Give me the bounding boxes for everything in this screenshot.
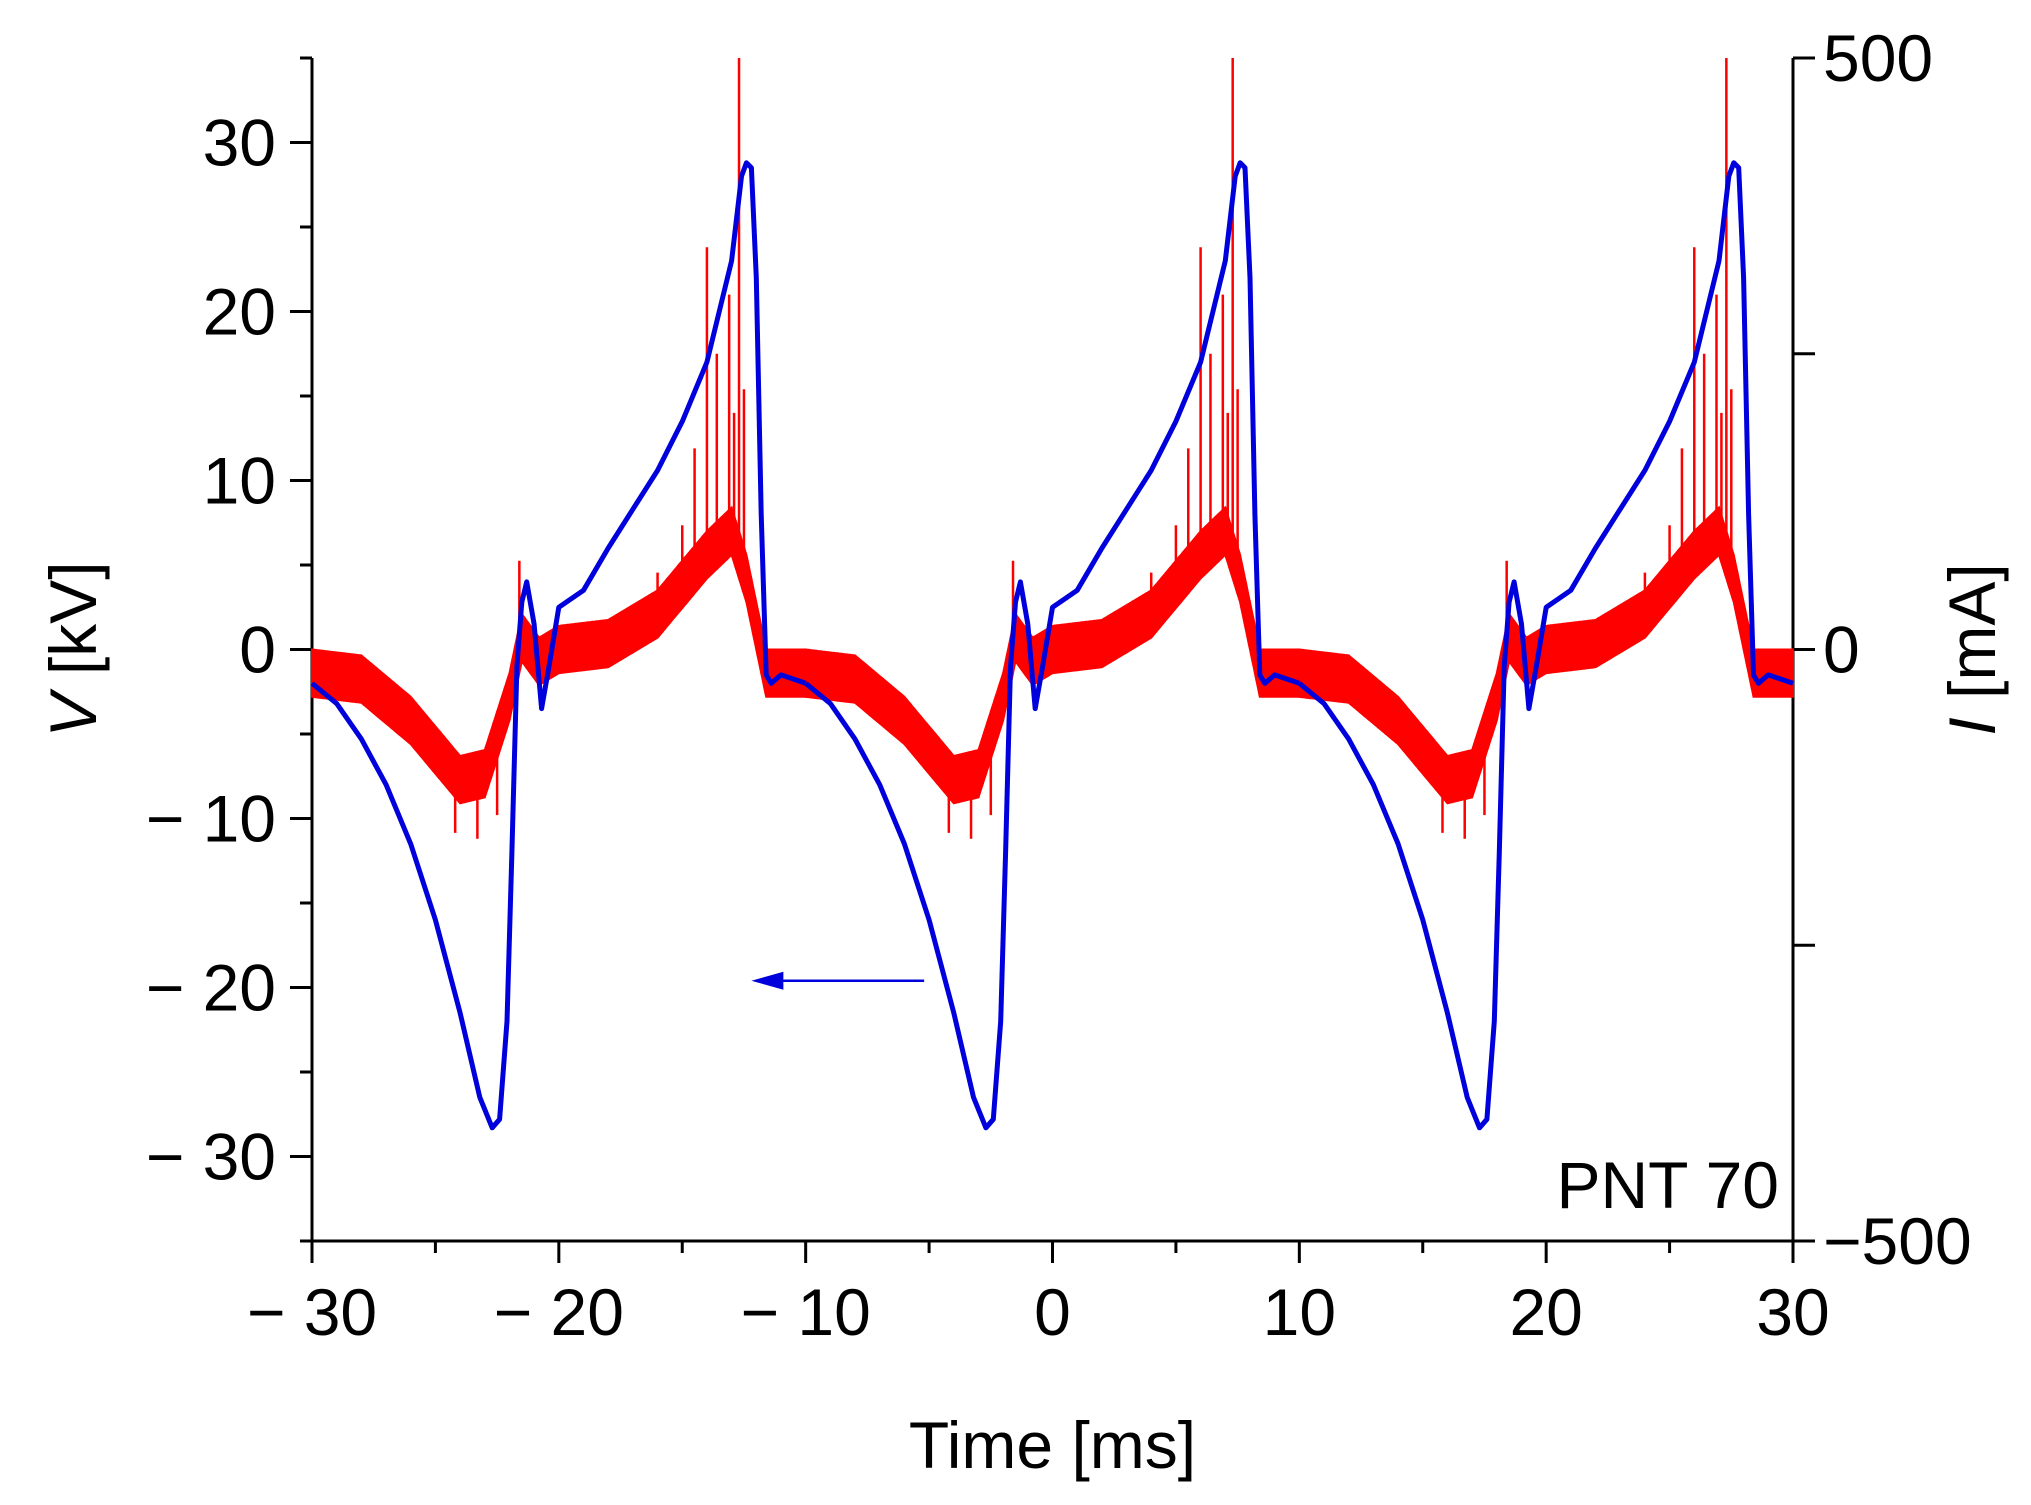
right-y-tick-label: 0 <box>1823 613 1860 687</box>
current-band <box>804 505 1301 805</box>
x-axis-title: Time [ms] <box>909 1408 1196 1482</box>
voltage-line <box>310 160 807 1131</box>
chart-series <box>310 58 1794 1131</box>
left-y-tick-label: 30 <box>203 106 276 180</box>
x-tick-label: 10 <box>1263 1275 1336 1349</box>
sample-annotation: PNT 70 <box>1556 1148 1779 1222</box>
left-axis-unit: [kV] <box>36 561 110 693</box>
voltage-line <box>1297 160 1794 1131</box>
right-axis-symbol: I <box>1935 717 2009 735</box>
voltage-line <box>804 160 1301 1131</box>
left-y-tick-label: − 30 <box>146 1120 276 1194</box>
right-axis-unit: [mA] <box>1935 563 2009 717</box>
right-axis-title: I [mA] <box>1935 563 2009 735</box>
current-band <box>1298 505 1794 805</box>
left-y-tick-label: 0 <box>239 613 276 687</box>
right-y-tick-label: 500 <box>1823 21 1933 95</box>
left-y-tick-label: − 20 <box>146 951 276 1025</box>
x-tick-label: 30 <box>1756 1275 1829 1349</box>
left-axis-symbol: V <box>36 688 110 738</box>
current-band <box>311 505 807 805</box>
left-y-tick-label: 10 <box>203 444 276 518</box>
left-axis-title: V [kV] <box>36 561 110 737</box>
chart-labels: PNT 70 Time [ms] V [kV] I [mA] − 30 − 20 −… <box>36 21 2009 1482</box>
left-y-tick-label: 20 <box>203 275 276 349</box>
x-tick-label: − 10 <box>741 1275 871 1349</box>
x-tick-label: 20 <box>1509 1275 1582 1349</box>
x-tick-label: − 20 <box>494 1275 624 1349</box>
right-y-tick-label: −500 <box>1823 1204 1972 1278</box>
left-y-tick-label: − 10 <box>146 782 276 856</box>
x-tick-label: 0 <box>1034 1275 1071 1349</box>
axis-arrow-head <box>751 971 784 990</box>
x-tick-label: − 30 <box>247 1275 377 1349</box>
